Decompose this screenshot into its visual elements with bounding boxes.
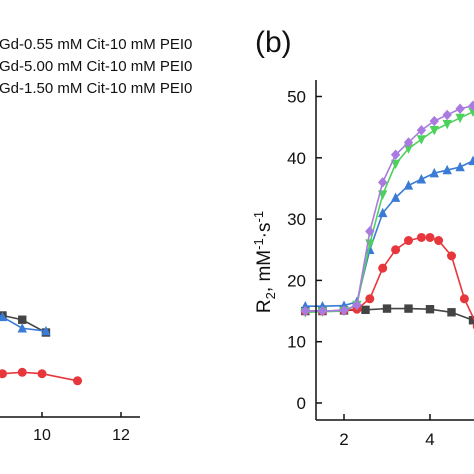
data-point — [416, 125, 427, 136]
panel-a: 10 12 — [0, 311, 140, 444]
data-point — [425, 232, 435, 242]
data-point — [429, 126, 439, 136]
data-point — [459, 294, 469, 304]
data-point — [378, 207, 388, 218]
series-line — [305, 160, 474, 307]
data-point — [41, 325, 51, 336]
legend-entry: Gd-1.50 mM Cit-10 mM PEI0 — [0, 80, 192, 97]
y-label-dot: ·s — [254, 222, 275, 238]
y-label-sub: 2 — [263, 292, 278, 299]
y-tick-label: 0 — [297, 394, 306, 413]
y-label-sup1: -1 — [251, 238, 266, 250]
x-tick-label: 2 — [339, 430, 348, 449]
data-point — [455, 103, 465, 114]
data-point — [352, 299, 362, 311]
data-point — [455, 161, 465, 172]
legend: Gd-0.55 mM Cit-10 mM PEI0 Gd-5.00 mM Cit… — [0, 36, 192, 97]
data-point — [442, 109, 452, 121]
data-point — [382, 304, 392, 313]
data-point — [403, 144, 414, 154]
data-point — [0, 311, 8, 322]
legend-entry: Gd-0.55 mM Cit-10 mM PEI0 — [0, 36, 192, 53]
panel-a-x-tick-label: 12 — [112, 427, 130, 444]
data-point — [317, 305, 328, 317]
y-tick-label: 10 — [287, 333, 306, 352]
y-label-middle: , mM — [254, 250, 275, 292]
data-point — [468, 100, 474, 111]
data-point — [300, 305, 310, 317]
data-point — [73, 376, 83, 386]
legend-entry: Gd-5.00 mM Cit-10 mM PEI0 — [0, 58, 192, 75]
data-point — [339, 305, 349, 316]
data-point — [378, 263, 388, 273]
y-label-prefix: R — [254, 299, 275, 313]
data-point — [0, 369, 7, 379]
panel-a-series — [0, 311, 83, 386]
data-point — [468, 155, 474, 166]
y-label-sup2: -1 — [251, 211, 266, 223]
data-point — [361, 305, 370, 315]
data-point — [365, 294, 375, 304]
data-point — [425, 305, 435, 314]
data-point — [18, 315, 27, 324]
data-point — [403, 180, 414, 190]
data-point — [442, 119, 452, 130]
series-line — [305, 104, 474, 312]
panel-b-label: (b) — [255, 26, 292, 59]
data-point — [447, 308, 456, 317]
panel-b-series — [300, 100, 474, 330]
data-point — [390, 149, 401, 160]
data-point — [404, 304, 413, 313]
data-point — [416, 174, 427, 184]
data-point — [17, 367, 27, 377]
data-point — [403, 137, 414, 148]
data-point — [442, 164, 452, 175]
data-point — [416, 232, 426, 242]
series-line — [305, 110, 474, 314]
x-tick-label: 4 — [425, 430, 434, 449]
data-point — [300, 300, 310, 311]
panel-b-yticks: 0 10 20 30 40 50 — [287, 88, 322, 413]
data-point — [17, 323, 27, 333]
panel-b-y-axis-label: R2, mM-1·s-1 — [251, 211, 278, 313]
data-point — [429, 167, 439, 178]
data-point — [390, 192, 401, 202]
data-point — [365, 226, 375, 237]
panel-a-x-tick-label: 10 — [33, 427, 51, 444]
data-point — [434, 236, 444, 246]
y-tick-label: 20 — [287, 271, 306, 290]
data-point — [455, 113, 465, 124]
data-point — [468, 316, 474, 325]
data-point — [404, 236, 413, 246]
y-tick-label: 30 — [287, 210, 306, 229]
y-tick-label: 40 — [287, 149, 306, 168]
data-point — [37, 369, 47, 379]
data-point — [390, 159, 401, 170]
data-point — [416, 135, 427, 145]
data-point — [429, 115, 439, 127]
data-point — [378, 177, 388, 188]
series-line — [0, 371, 78, 382]
data-point — [447, 251, 456, 261]
data-point — [391, 245, 401, 255]
y-tick-label: 50 — [287, 88, 306, 107]
